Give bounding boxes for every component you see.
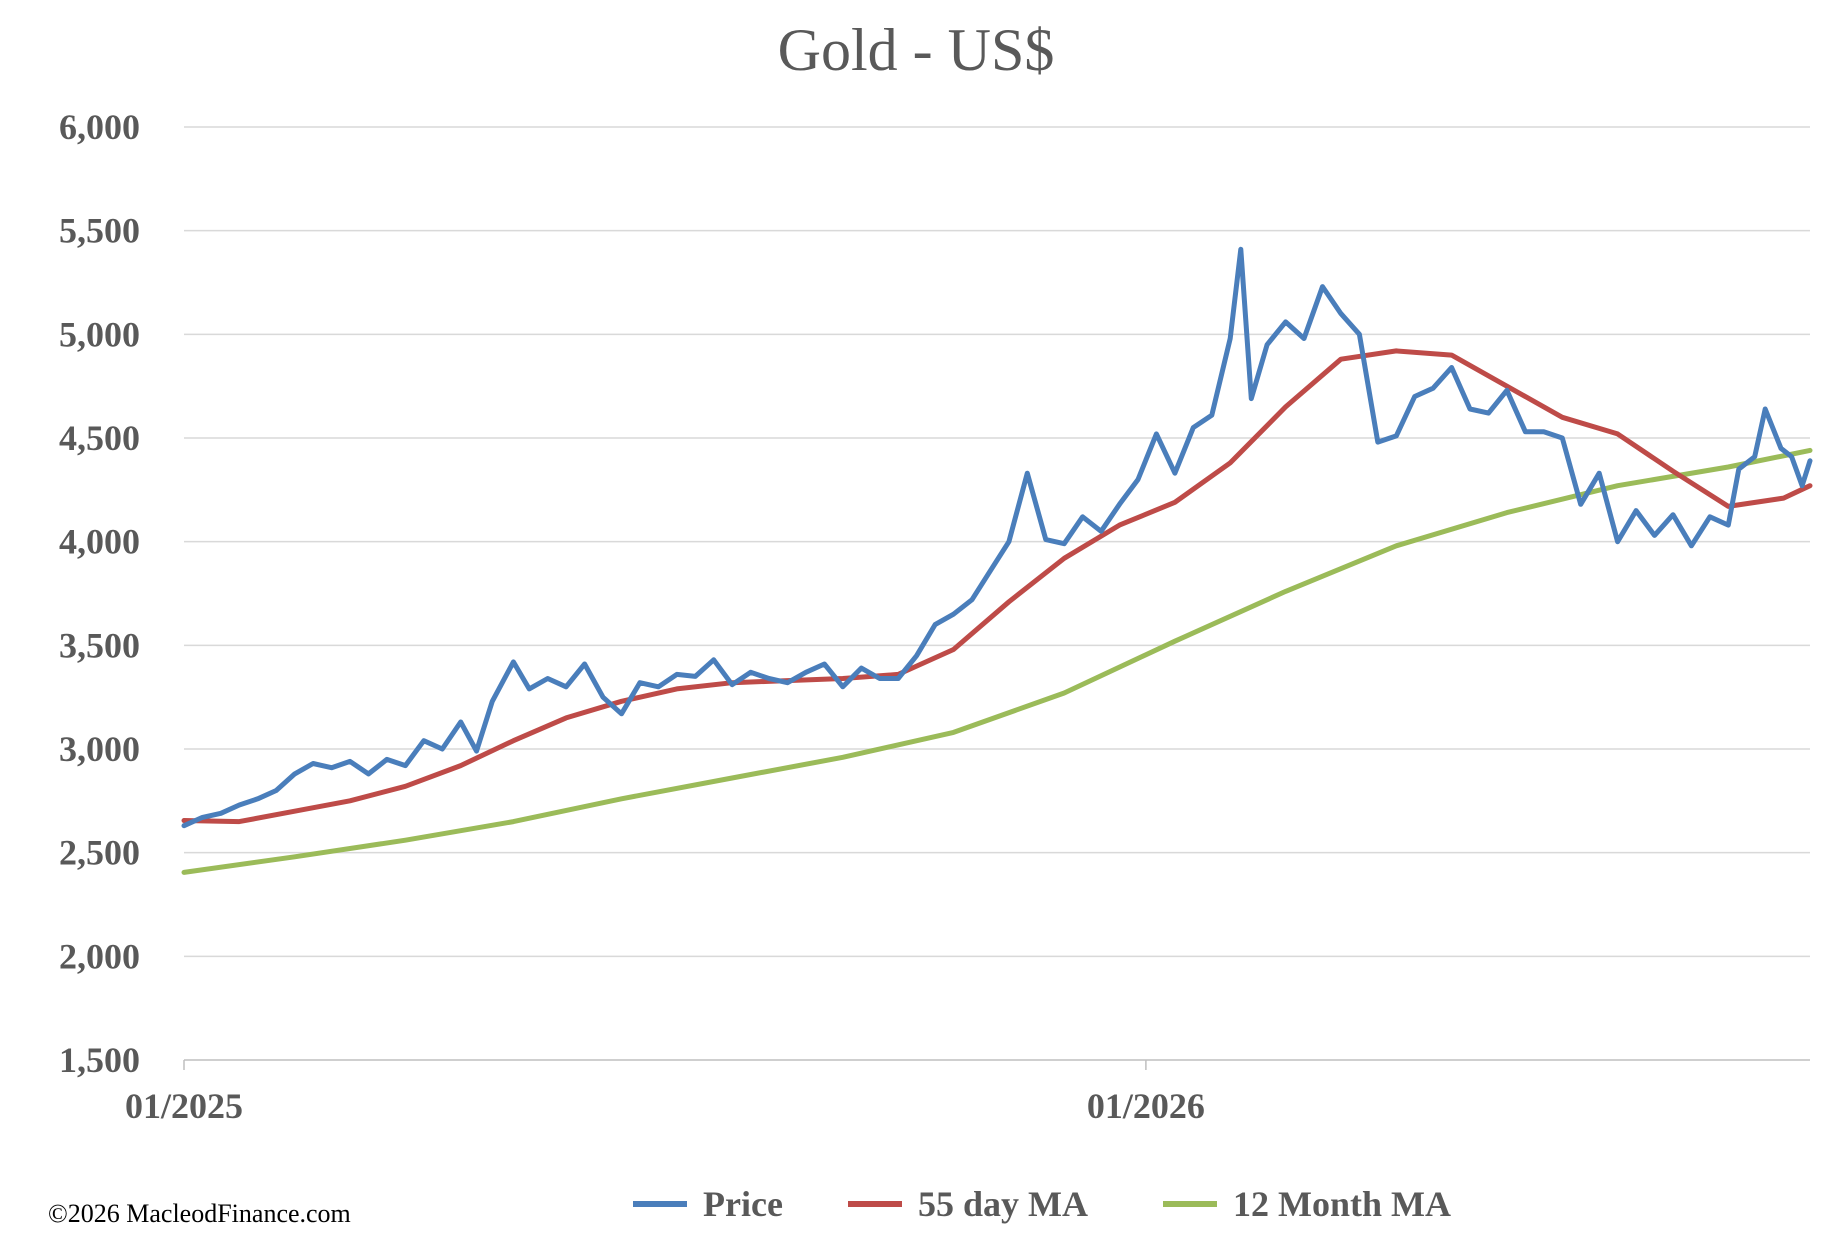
y-tick-label: 3,500	[59, 625, 140, 665]
y-tick-label: 5,000	[59, 314, 140, 354]
series-line-price	[181, 246, 1813, 829]
x-axis: 01/2025 01/2026	[125, 1059, 1810, 1126]
legend-item-price: Price	[633, 1184, 783, 1224]
y-tick-label: 5,500	[59, 211, 140, 251]
y-tick-label: 2,500	[59, 833, 140, 873]
series-lines	[181, 246, 1813, 875]
x-tick-label: 01/2026	[1087, 1086, 1205, 1126]
y-tick-label: 1,500	[59, 1040, 140, 1080]
chart-title: Gold - US$	[778, 17, 1055, 83]
legend-label: Price	[703, 1184, 783, 1224]
y-tick-label: 2,000	[59, 936, 140, 976]
legend-label: 55 day MA	[918, 1184, 1088, 1224]
y-tick-label: 6,000	[59, 107, 140, 147]
y-axis-tick-labels: 1,500 2,000 2,500 3,000 3,500 4,000 4,500 5,000…	[59, 107, 140, 1080]
y-tick-label: 4,000	[59, 522, 140, 562]
y-tick-label: 4,500	[59, 418, 140, 458]
series-line-12-month-ma	[181, 447, 1813, 875]
legend: Price 55 day MA 12 Month MA	[633, 1184, 1451, 1224]
copyright-credit: ©2026 MacleodFinance.com	[48, 1199, 351, 1228]
x-tick-label: 01/2025	[125, 1086, 243, 1126]
y-tick-label: 3,000	[59, 729, 140, 769]
gridlines	[184, 126, 1810, 958]
legend-item-12-month-ma: 12 Month MA	[1163, 1184, 1451, 1224]
series-line-55-day-ma	[181, 348, 1813, 825]
legend-label: 12 Month MA	[1233, 1184, 1451, 1224]
legend-item-55-day-ma: 55 day MA	[848, 1184, 1088, 1224]
